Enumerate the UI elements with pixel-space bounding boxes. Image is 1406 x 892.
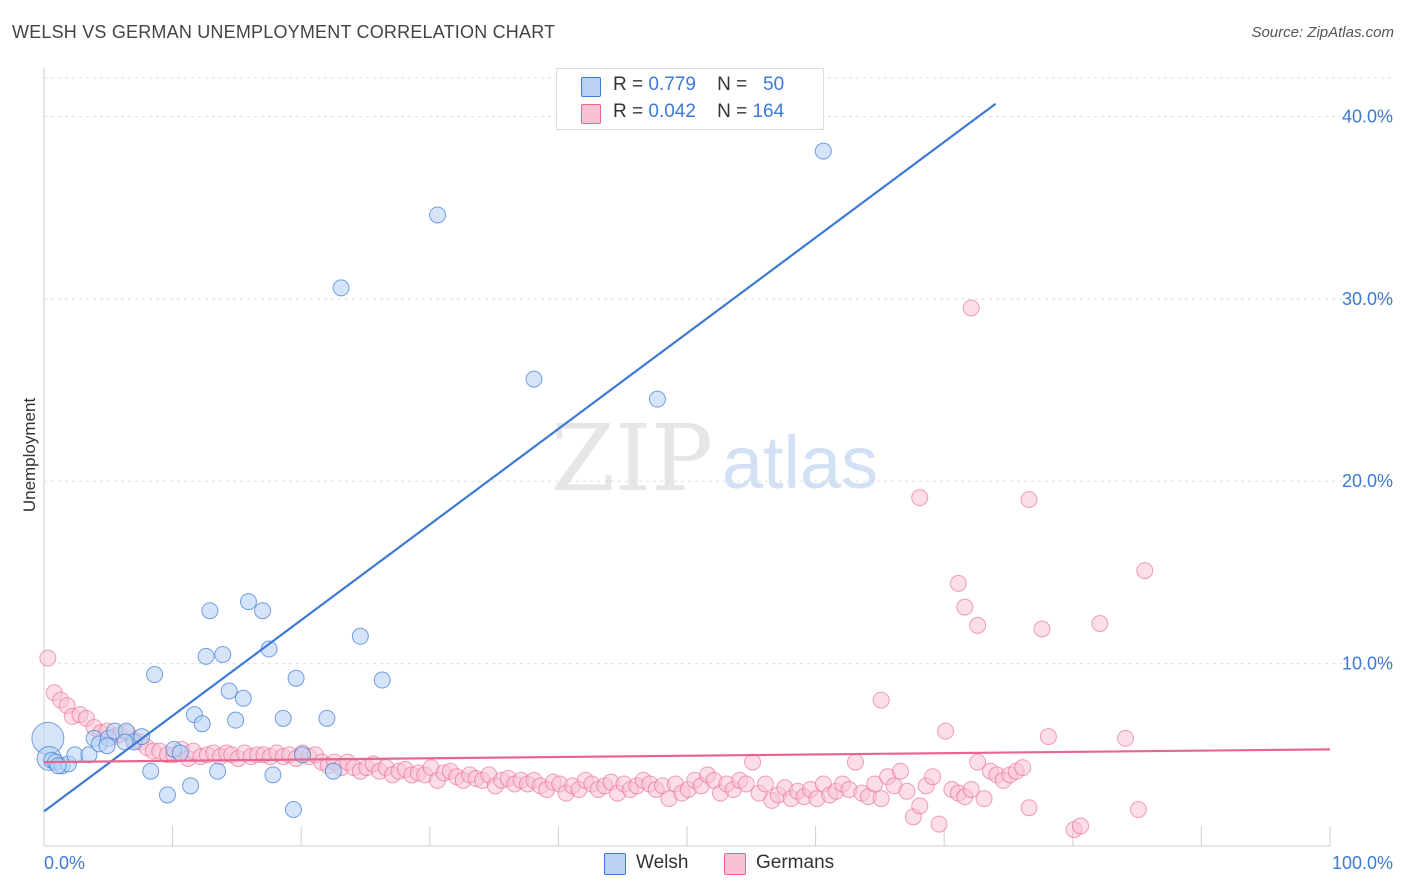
chart-title: WELSH VS GERMAN UNEMPLOYMENT CORRELATION… [12,22,556,42]
welsh-point [814,142,832,160]
germans-swatch [581,104,601,124]
germans-n-value: 164 [752,101,785,122]
germans-point [936,722,954,740]
germans-point [930,815,948,833]
legend-swatch-germans [724,853,746,875]
welsh-point [49,757,67,775]
welsh-point [429,206,447,224]
x-tick-label-min: 0.0% [44,853,85,873]
welsh-point [254,602,272,620]
germans-point [962,780,980,798]
welsh-point [227,711,245,729]
welsh-point [220,682,238,700]
welsh-point [264,766,282,784]
germans-point [969,753,987,771]
trendlines [43,102,1331,813]
x-ticks [172,826,1331,846]
welsh-point [214,646,232,663]
welsh-r-label: R = [613,74,644,95]
welsh-point [351,627,369,645]
watermark-atlas: atlas [722,421,878,504]
germans-point [1072,817,1090,835]
germans-point [898,782,916,800]
welsh-point [373,671,391,689]
legend-swatch-welsh [604,853,626,875]
welsh-point [332,279,350,297]
welsh-point [171,744,189,762]
welsh-point [284,801,302,819]
germans-point [756,775,774,793]
x-tick-label-max: 100.0% [1332,853,1393,873]
germans-point [1129,801,1147,819]
welsh-point [182,777,200,795]
welsh-point [197,647,215,665]
welsh-swatch [581,77,601,97]
welsh-point [142,762,160,780]
germans-point [1020,799,1038,817]
germans-r-value: 0.042 [648,101,696,122]
y-tick-label: 30.0% [1342,289,1393,309]
watermark-zip: ZIP [551,405,713,512]
germans-point [737,775,755,793]
stats-box: R = 0.779 N = 50 R = 0.042 N = 164 [556,68,824,130]
germans-point [872,691,890,709]
germans-point [744,753,762,771]
y-tick-labels: 10.0% 20.0% 30.0% 40.0% [1342,106,1393,673]
welsh-n-label: N = [717,74,748,95]
germans-point [891,762,909,780]
welsh-point [201,602,219,620]
germans-point [1039,728,1057,746]
germans-point [924,768,942,786]
legend-label-welsh: Welsh [636,852,689,873]
welsh-point [318,709,336,727]
germans-point [1091,614,1109,632]
welsh-point [193,715,211,733]
germans-point [39,649,57,667]
germans-point [1117,729,1135,747]
germans-point [911,489,929,507]
welsh-point [287,669,305,687]
germans-point [969,616,987,634]
germans-point [911,797,929,815]
y-tick-label: 40.0% [1342,106,1393,126]
grid [44,77,1393,665]
welsh-point [80,746,98,764]
germans-point [962,299,980,317]
welsh-trendline [43,102,997,813]
germans-point [1014,759,1032,777]
germans-point [956,598,974,616]
legend-label-germans: Germans [756,852,835,873]
germans-point [1033,620,1051,638]
germans-trendline [43,748,1331,764]
y-tick-label: 10.0% [1342,654,1393,674]
germans-n-label: N = [717,101,748,122]
welsh-r-value: 0.779 [648,74,696,95]
watermark: ZIP atlas [551,405,878,512]
germans-point [866,775,884,793]
welsh-point [239,593,257,611]
germans-point [872,790,890,808]
source-label: Source: ZipAtlas.com [1251,24,1394,41]
welsh-point [525,370,543,388]
welsh-point [66,746,84,764]
germans-point [949,574,967,592]
germans-point [1136,562,1154,580]
welsh-point [158,786,176,804]
welsh-point [648,390,666,408]
welsh-point [98,737,116,755]
germans-r-label: R = [613,101,644,122]
germans-point [975,790,993,808]
welsh-point [209,762,227,780]
welsh-point [234,689,252,707]
welsh-point [274,709,292,727]
y-tick-label: 20.0% [1342,471,1393,491]
welsh-point [324,762,342,780]
welsh-n-value: 50 [763,74,785,95]
welsh-point [146,666,164,684]
germans-point [1020,490,1038,508]
germans-point [846,753,864,771]
